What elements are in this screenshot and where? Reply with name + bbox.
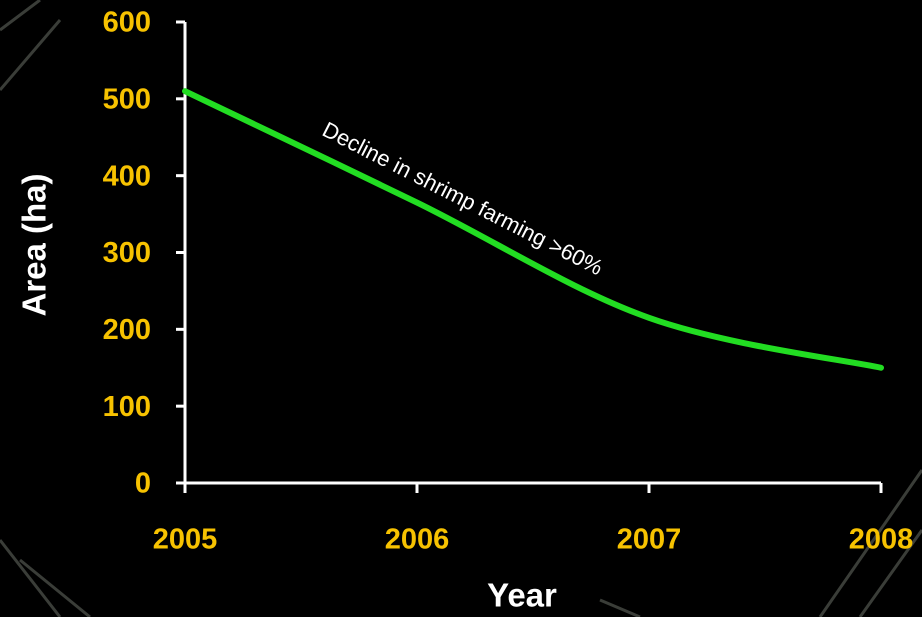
x-tick-label: 2006 (385, 524, 450, 556)
data-line (182, 88, 884, 371)
y-tick-label: 600 (103, 7, 151, 39)
x-tick-label: 2008 (849, 524, 914, 556)
y-tick-label: 0 (135, 468, 151, 500)
y-tick-label: 200 (103, 314, 151, 346)
y-tick-label: 300 (103, 237, 151, 269)
y-axis-title: Area (ha) (16, 173, 53, 316)
x-axis-title: Year (487, 577, 557, 614)
x-tick-label: 2007 (617, 524, 682, 556)
y-tick-label: 100 (103, 391, 151, 423)
y-tick-label: 500 (103, 83, 151, 115)
y-tick-label: 400 (103, 160, 151, 192)
x-tick-label: 2005 (153, 524, 218, 556)
